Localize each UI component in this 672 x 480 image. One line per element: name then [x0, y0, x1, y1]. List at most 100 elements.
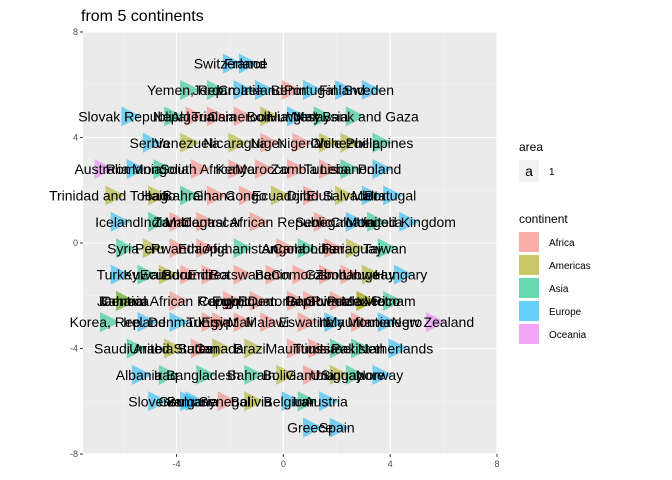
data-point: [148, 391, 169, 412]
data-point: [110, 264, 131, 285]
data-point-label: Gambia: [286, 367, 335, 383]
data-point: [276, 238, 297, 259]
data-point-label: Zimbabwe: [315, 267, 380, 283]
data-point: [372, 132, 393, 153]
data-point-label: Montenegro: [347, 314, 422, 330]
data-point-label: Rwanda: [311, 293, 363, 309]
data-point: [158, 364, 179, 385]
data-point: [340, 159, 361, 180]
data-point-label: Zambia: [153, 214, 200, 230]
data-point-label: Central African Republic: [101, 293, 251, 309]
data-point-label: Switzerland: [194, 56, 266, 72]
data-point-label: Bolivia: [247, 108, 288, 124]
data-point: [324, 312, 345, 333]
data-point-label: Burundi: [163, 267, 211, 283]
legend-label-asia: Asia: [549, 284, 569, 295]
data-point: [190, 338, 211, 359]
data-point-label: Bangladesh: [166, 367, 240, 383]
data-point: [361, 80, 382, 101]
data-point-label: Germany: [158, 393, 216, 409]
data-point: [329, 338, 350, 359]
data-point-label: Nepal: [153, 108, 190, 124]
data-point: [297, 238, 318, 259]
data-point: [260, 132, 281, 153]
y-tick-label: 8: [73, 27, 78, 37]
y-tick-label: 0: [73, 238, 78, 248]
legend-key-europe: [519, 301, 539, 321]
data-point-label: Equatorial Guinea: [238, 293, 350, 309]
data-point: [148, 211, 169, 232]
data-point-label: Australia: [74, 161, 129, 177]
data-point-label: El Salvador: [306, 188, 378, 204]
data-point-label: Taiwan: [363, 240, 407, 256]
data-point: [238, 185, 259, 206]
data-point: [185, 391, 206, 412]
data-point-label: Uruguay: [342, 267, 395, 283]
data-point-label: Mauritius: [266, 341, 323, 357]
data-point-label: Ghana: [193, 188, 235, 204]
data-point-label: Rwanda: [151, 240, 203, 256]
data-point: [393, 264, 414, 285]
data-point: [287, 338, 308, 359]
data-point-label: Nicaragua: [203, 135, 267, 151]
data-point-label: Lebanon: [320, 161, 375, 177]
data-point-label: Congo, Dem. Rep.: [199, 293, 315, 309]
data-point-label: Paraguay: [323, 240, 383, 256]
data-point: [212, 338, 233, 359]
data-point-label: Angola: [262, 240, 306, 256]
x-axis: -4 0 4 8: [172, 454, 500, 469]
data-point-label: Gambia: [286, 293, 335, 309]
legend: area a 1 continent Africa Americas Asia Europe O…: [519, 140, 591, 344]
data-point-label: Portugal: [364, 188, 416, 204]
data-point-label: Austria: [304, 393, 348, 409]
data-point: [185, 106, 206, 127]
legend-label-americas: Americas: [549, 261, 591, 272]
data-point-label: Mongolia: [132, 161, 189, 177]
data-point: [233, 238, 254, 259]
data-point-label: United Kingdom: [356, 214, 456, 230]
data-point-label: Central African Republic: [182, 214, 332, 230]
data-point: [308, 338, 329, 359]
data-point: [196, 364, 217, 385]
data-point: [303, 185, 324, 206]
data-point: [297, 391, 318, 412]
data-point-label: Comoros: [271, 267, 328, 283]
data-point: [351, 312, 372, 333]
data-point-label: Canada: [195, 341, 244, 357]
data-point: [383, 291, 404, 312]
data-point-label: Ireland: [241, 82, 284, 98]
legend-key-africa: [519, 232, 539, 252]
data-point-label: Turkey: [97, 267, 139, 283]
data-point-label: Algeria: [171, 108, 215, 124]
chart-title: from 5 continents: [81, 8, 204, 25]
data-point: [356, 291, 377, 312]
data-point: [329, 364, 350, 385]
x-tick-label: 0: [281, 459, 286, 469]
data-point: [233, 80, 254, 101]
data-point-label: Bolivia: [231, 393, 272, 409]
data-point-label: Vietnam: [365, 293, 416, 309]
data-point: [319, 391, 340, 412]
data-point: [169, 291, 190, 312]
data-point-label: Eritrea: [188, 267, 229, 283]
data-point-label: Iceland: [95, 214, 140, 230]
data-point-label: Benin: [271, 82, 307, 98]
data-point: [303, 80, 324, 101]
data-point-label: Senegal: [295, 214, 346, 230]
data-point: [345, 238, 366, 259]
data-point: [345, 106, 366, 127]
legend-key-area-glyph: a: [525, 163, 533, 179]
data-point-label: Egypt: [201, 314, 237, 330]
data-point: [190, 159, 211, 180]
data-point: [201, 264, 222, 285]
data-point: [265, 264, 286, 285]
data-point-label: Italy: [319, 314, 345, 330]
data-point-label: Venezuela: [154, 135, 220, 151]
data-point: [180, 264, 201, 285]
data-point-label: Chile: [310, 135, 342, 151]
data-point: [244, 338, 265, 359]
legend-label-area: 1: [549, 167, 555, 178]
data-point: [222, 53, 243, 74]
data-point: [303, 364, 324, 385]
